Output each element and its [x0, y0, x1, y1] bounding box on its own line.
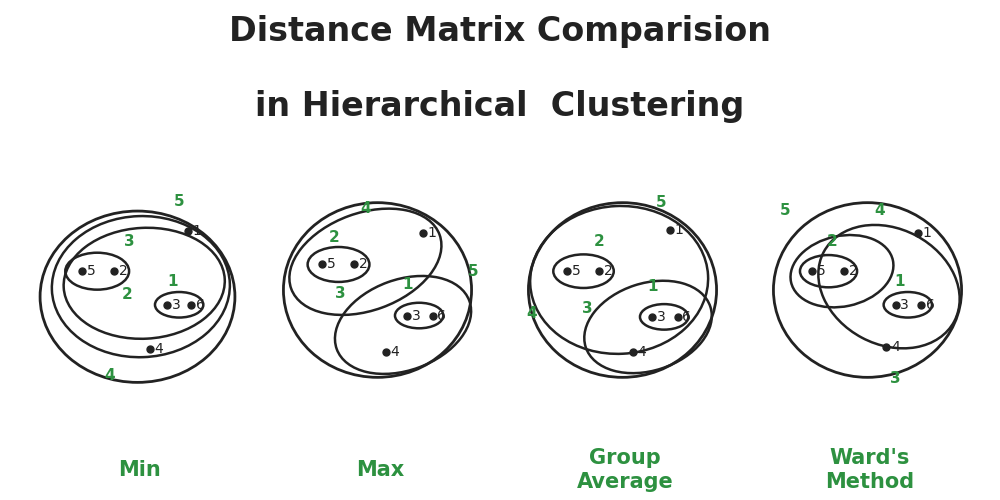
Text: 3: 3	[890, 371, 901, 386]
Text: 1: 1	[193, 224, 201, 238]
Text: 2: 2	[122, 286, 133, 302]
Text: 3: 3	[582, 302, 593, 316]
Text: 4: 4	[360, 200, 371, 216]
Text: 5: 5	[656, 195, 667, 210]
Text: 1: 1	[428, 226, 437, 240]
Text: Group
Average: Group Average	[577, 448, 673, 492]
Text: 2: 2	[328, 230, 339, 245]
Text: 6: 6	[196, 298, 205, 312]
Text: 5: 5	[87, 264, 96, 278]
Text: 2: 2	[594, 234, 604, 249]
Text: Ward's
Method: Ward's Method	[825, 448, 915, 492]
Text: 5: 5	[174, 194, 184, 209]
Text: 4: 4	[637, 345, 646, 359]
Text: 5: 5	[327, 258, 336, 272]
Text: 1: 1	[674, 222, 683, 236]
Text: 3: 3	[172, 298, 181, 312]
Text: 3: 3	[900, 298, 909, 312]
Text: 2: 2	[359, 258, 367, 272]
Text: 6: 6	[926, 298, 935, 312]
Text: 1: 1	[167, 274, 178, 289]
Text: 1: 1	[923, 226, 931, 240]
Text: 1: 1	[402, 277, 413, 292]
Text: 3: 3	[412, 308, 421, 322]
Text: 3: 3	[335, 286, 346, 301]
Text: 3: 3	[657, 310, 666, 324]
Text: 4: 4	[874, 203, 885, 218]
Text: 4: 4	[891, 340, 900, 354]
Text: 5: 5	[572, 264, 581, 278]
Text: 2: 2	[119, 264, 127, 278]
Text: 4: 4	[526, 306, 537, 321]
Text: 4: 4	[154, 342, 163, 356]
Text: 2: 2	[604, 264, 612, 278]
Text: 4: 4	[104, 368, 115, 384]
Text: in Hierarchical  Clustering: in Hierarchical Clustering	[255, 90, 745, 123]
Text: 2: 2	[827, 234, 838, 249]
Text: 5: 5	[817, 264, 826, 278]
Text: 4: 4	[390, 345, 399, 359]
Text: 1: 1	[895, 274, 905, 289]
Text: Max: Max	[356, 460, 404, 480]
Text: 3: 3	[124, 234, 135, 249]
Text: 1: 1	[647, 279, 658, 294]
Text: 6: 6	[682, 310, 691, 324]
Text: Distance Matrix Comparision: Distance Matrix Comparision	[229, 15, 771, 48]
Text: 2: 2	[849, 264, 857, 278]
Text: 5: 5	[468, 264, 478, 278]
Text: Min: Min	[119, 460, 161, 480]
Text: 5: 5	[780, 203, 791, 218]
Text: 6: 6	[437, 308, 446, 322]
